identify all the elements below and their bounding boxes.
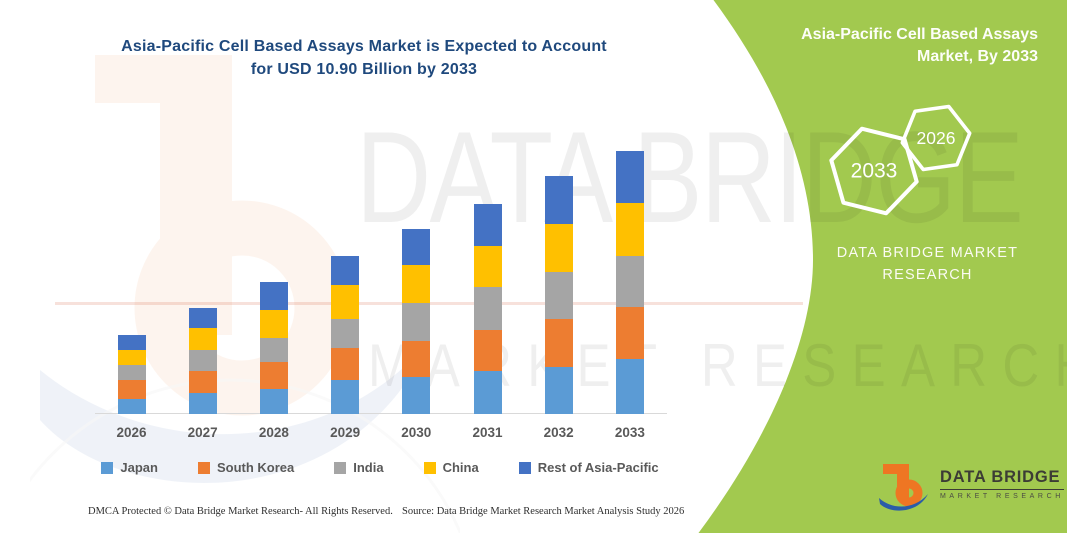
bar-segment-2031-rest-of-asia-pacific [473,203,502,246]
bar-segment-2027-china [188,328,217,351]
bar-segment-2026-south-korea [117,379,146,400]
bar-segment-2030-china [402,265,431,304]
bar-segment-2027-india [188,350,217,372]
logo-b-flag [883,464,897,474]
company-logo-tagline: MARKET RESEARCH [940,493,1064,500]
bar-segment-2027-japan [188,393,217,414]
x-tick-2030: 2030 [401,425,432,440]
legend-swatch-icon [101,461,114,474]
bar-segment-2033-india [615,256,644,308]
x-tick-2031: 2031 [472,425,503,440]
chart-title-line2: for USD 10.90 Billion by 2033 [250,60,478,78]
bar-segment-2030-south-korea [402,341,431,378]
bar-segment-2028-south-korea [259,361,288,389]
bar-segment-2031-japan [473,371,502,414]
legend-swatch-icon [423,461,436,474]
logo-swoosh [879,494,928,511]
bar-segment-2028-japan [259,388,288,414]
hexagon-2026: 2026 [900,104,972,172]
legend-swatch-icon [334,461,347,474]
bar-segment-2031-india [473,286,502,330]
bar-segment-2026-rest-of-asia-pacific [117,335,146,351]
x-tick-2028: 2028 [258,425,289,440]
bar-segment-2029-china [331,284,360,319]
company-logo-text: DATA BRIDGE MARKET RESEARCH [940,468,1064,500]
chart-title: Asia-Pacific Cell Based Assays Market is… [60,36,668,81]
bar-segment-2026-india [117,364,146,380]
bar-segment-2028-india [259,337,288,362]
legend-item-india: India [334,460,384,475]
x-tick-2027: 2027 [187,425,218,440]
company-logo: DATA BRIDGE MARKET RESEARCH [878,460,1064,516]
bar-segment-2030-japan [402,377,431,414]
bar-segment-2026-china [117,350,146,365]
bar-segment-2026-japan [117,399,146,414]
bar-segment-2028-rest-of-asia-pacific [259,281,288,310]
source-note: Source: Data Bridge Market Research Mark… [402,506,685,517]
legend-swatch-icon [197,461,210,474]
legend-item-south-korea: South Korea [197,460,295,475]
hexagon-2026-label: 2026 [917,128,956,148]
legend-swatch-icon [518,461,531,474]
bar-segment-2033-rest-of-asia-pacific [615,150,644,203]
panel-heading-line2: Market, By 2033 [917,47,1038,65]
legend-label: India [353,460,384,475]
bar-segment-2032-india [544,271,573,319]
x-tick-2029: 2029 [330,425,361,440]
hexagon-2033-label: 2033 [851,160,898,183]
bar-segment-2032-south-korea [544,318,573,367]
chart-title-line1: Asia-Pacific Cell Based Assays Market is… [121,38,607,55]
company-logo-name: DATA BRIDGE [940,468,1064,490]
dmca-notice: DMCA Protected © Data Bridge Market Rese… [88,506,393,517]
bar-segment-2028-china [259,309,288,338]
bar-segment-2032-japan [544,366,573,414]
green-panel-path [698,0,1067,533]
bar-segment-2032-china [544,223,573,272]
bar-segment-2031-south-korea [473,329,502,372]
x-tick-2032: 2032 [543,425,574,440]
bar-segment-2033-south-korea [615,307,644,359]
legend-label: Rest of Asia-Pacific [537,460,659,475]
bar-segment-2033-china [615,202,644,257]
bar-segment-2033-japan [615,358,644,414]
panel-brand-text: DATA BRIDGE MARKET RESEARCH [815,242,1040,286]
logo-b-loop [895,479,923,507]
legend-label: South Korea [216,460,295,475]
bar-segment-2032-rest-of-asia-pacific [544,175,573,224]
legend-item-japan: Japan [101,460,158,475]
year-hexagons: 2033 2026 [829,104,972,216]
bar-segment-2031-china [473,245,502,287]
bar-segment-2029-south-korea [331,347,360,380]
x-tick-2033: 2033 [614,425,645,440]
bar-segment-2030-india [402,303,431,342]
panel-heading: Asia-Pacific Cell Based Assays Market, B… [730,24,1038,67]
bar-segment-2029-rest-of-asia-pacific [331,255,360,285]
bar-segment-2027-rest-of-asia-pacific [188,308,217,329]
bar-segment-2029-japan [331,379,360,414]
legend-label: China [442,460,479,475]
panel-brand-line2: RESEARCH [882,267,973,283]
chart-legend: Japan South Korea India China Rest of Asia-P… [90,460,670,475]
panel-brand-line1: DATA BRIDGE MARKET [836,245,1019,261]
legend-item-rest-of-asia-pacific: Rest of Asia-Pacific [518,460,659,475]
x-axis-line [95,412,667,414]
x-tick-2026: 2026 [116,425,147,440]
hexagon-2033: 2033 [829,126,919,216]
bar-segment-2029-india [331,318,360,348]
bar-segment-2030-rest-of-asia-pacific [402,229,431,266]
bar-segment-2027-south-korea [188,371,217,393]
legend-label: Japan [120,460,158,475]
legend-item-china: China [423,460,479,475]
company-logo-icon [879,464,928,511]
panel-heading-line1: Asia-Pacific Cell Based Assays [801,26,1038,43]
hexagon-2026-outline [900,104,972,172]
